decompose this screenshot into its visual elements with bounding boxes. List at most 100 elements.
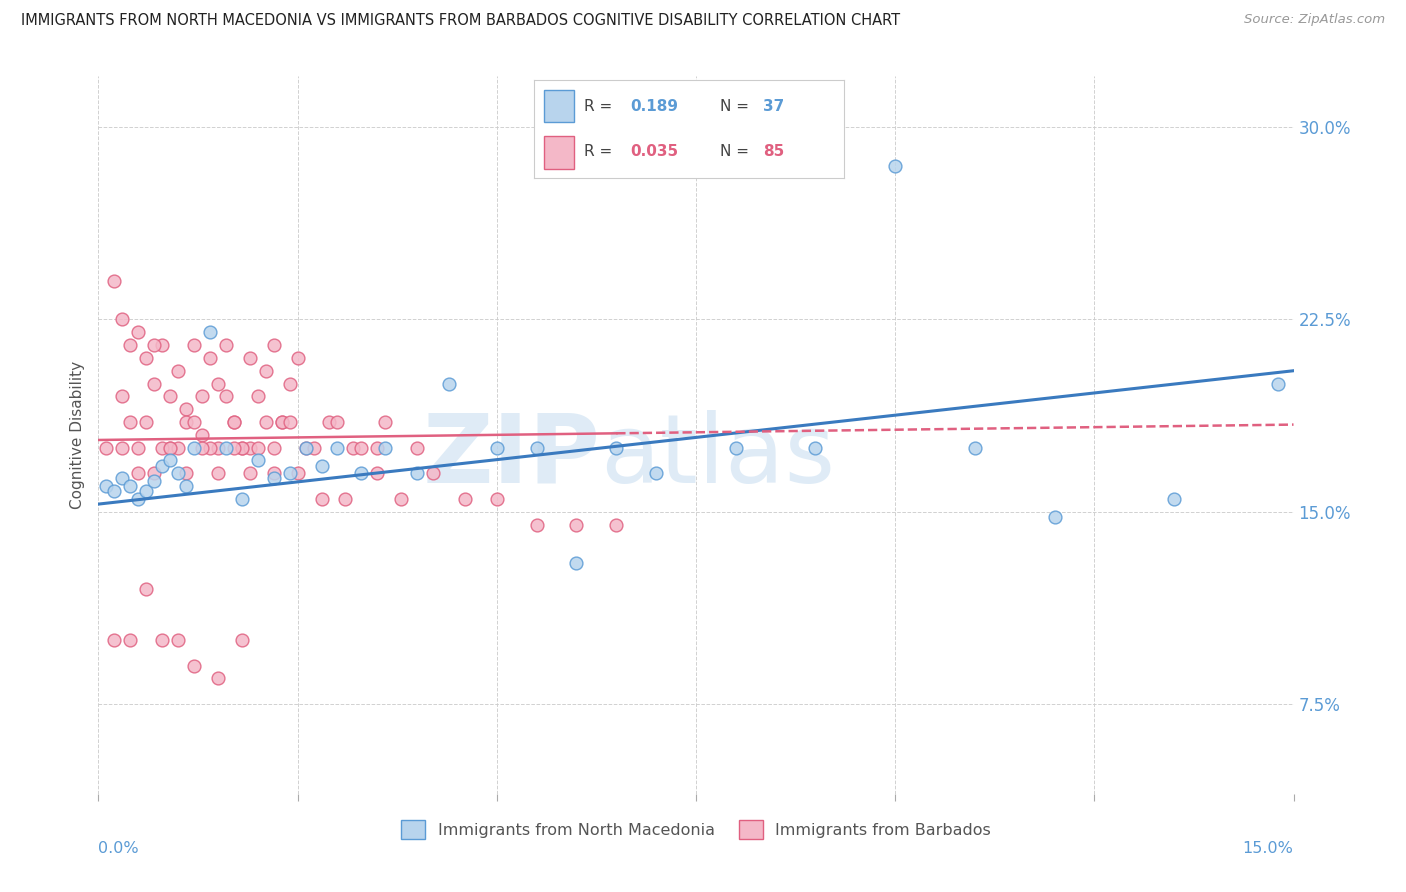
Text: N =: N = bbox=[720, 99, 749, 114]
Point bbox=[270, 415, 292, 429]
Point bbox=[143, 338, 166, 352]
Point bbox=[239, 467, 262, 481]
Point bbox=[389, 491, 412, 506]
Text: R =: R = bbox=[583, 145, 612, 160]
Point bbox=[366, 441, 388, 455]
Point bbox=[294, 441, 316, 455]
Point bbox=[183, 338, 205, 352]
Point bbox=[263, 467, 285, 481]
Point bbox=[150, 338, 173, 352]
Point bbox=[254, 415, 277, 429]
Point bbox=[135, 582, 157, 596]
Point bbox=[485, 441, 508, 455]
Point bbox=[174, 467, 197, 481]
Text: atlas: atlas bbox=[600, 410, 835, 503]
Point bbox=[191, 441, 214, 455]
Point bbox=[183, 415, 205, 429]
Point bbox=[167, 633, 190, 648]
Point bbox=[294, 441, 316, 455]
Point bbox=[120, 338, 142, 352]
Point bbox=[287, 467, 309, 481]
Point bbox=[222, 441, 245, 455]
Point bbox=[485, 491, 508, 506]
Point bbox=[111, 312, 134, 326]
Point bbox=[174, 402, 197, 417]
Point bbox=[1267, 376, 1289, 391]
Point bbox=[454, 491, 477, 506]
Point bbox=[174, 415, 197, 429]
Text: 0.035: 0.035 bbox=[630, 145, 678, 160]
Point bbox=[804, 441, 827, 455]
Point bbox=[207, 441, 229, 455]
Point bbox=[311, 491, 333, 506]
Point bbox=[246, 389, 269, 403]
Text: 15.0%: 15.0% bbox=[1243, 840, 1294, 855]
Point bbox=[963, 441, 986, 455]
Point bbox=[374, 441, 396, 455]
Point bbox=[231, 441, 253, 455]
Point bbox=[159, 453, 181, 467]
Point bbox=[143, 474, 166, 488]
Point bbox=[302, 441, 325, 455]
Bar bbox=[544, 90, 575, 122]
Point bbox=[207, 467, 229, 481]
Text: IMMIGRANTS FROM NORTH MACEDONIA VS IMMIGRANTS FROM BARBADOS COGNITIVE DISABILITY: IMMIGRANTS FROM NORTH MACEDONIA VS IMMIG… bbox=[21, 13, 900, 29]
Point bbox=[159, 389, 181, 403]
Point bbox=[103, 484, 125, 499]
Point bbox=[198, 351, 221, 365]
Point bbox=[111, 389, 134, 403]
Y-axis label: Cognitive Disability: Cognitive Disability bbox=[70, 360, 86, 509]
Point bbox=[335, 491, 357, 506]
Point bbox=[207, 672, 229, 686]
Point bbox=[215, 389, 238, 403]
Point bbox=[198, 441, 221, 455]
Point bbox=[183, 441, 205, 455]
Text: Source: ZipAtlas.com: Source: ZipAtlas.com bbox=[1244, 13, 1385, 27]
Point bbox=[150, 458, 173, 473]
Text: ZIP: ZIP bbox=[422, 410, 600, 503]
Point bbox=[1043, 510, 1066, 524]
Point bbox=[167, 441, 190, 455]
Point bbox=[246, 441, 269, 455]
Point bbox=[605, 441, 627, 455]
Point bbox=[127, 491, 149, 506]
Point bbox=[135, 484, 157, 499]
Point bbox=[103, 633, 125, 648]
Point bbox=[167, 467, 190, 481]
Point bbox=[246, 453, 269, 467]
Point bbox=[215, 338, 238, 352]
Point bbox=[350, 467, 373, 481]
Point bbox=[342, 441, 364, 455]
Point bbox=[215, 441, 238, 455]
Text: N =: N = bbox=[720, 145, 749, 160]
Point bbox=[167, 364, 190, 378]
Point bbox=[374, 415, 396, 429]
Point bbox=[645, 467, 668, 481]
Text: 85: 85 bbox=[763, 145, 785, 160]
Point bbox=[287, 351, 309, 365]
Point bbox=[111, 441, 134, 455]
Point bbox=[326, 441, 349, 455]
Point bbox=[526, 441, 548, 455]
Point bbox=[222, 415, 245, 429]
Point bbox=[350, 441, 373, 455]
Point bbox=[326, 415, 349, 429]
Point bbox=[191, 428, 214, 442]
Point bbox=[239, 441, 262, 455]
Point bbox=[135, 351, 157, 365]
Point bbox=[263, 338, 285, 352]
Point bbox=[422, 467, 444, 481]
Point bbox=[135, 415, 157, 429]
Point bbox=[270, 415, 292, 429]
Point bbox=[120, 479, 142, 493]
Point bbox=[366, 467, 388, 481]
Text: 37: 37 bbox=[763, 99, 785, 114]
Point bbox=[143, 376, 166, 391]
Point bbox=[406, 467, 429, 481]
Point bbox=[183, 658, 205, 673]
Point bbox=[605, 517, 627, 532]
Bar bbox=[544, 136, 575, 169]
Point bbox=[159, 441, 181, 455]
Legend: Immigrants from North Macedonia, Immigrants from Barbados: Immigrants from North Macedonia, Immigra… bbox=[392, 813, 1000, 847]
Point bbox=[526, 517, 548, 532]
